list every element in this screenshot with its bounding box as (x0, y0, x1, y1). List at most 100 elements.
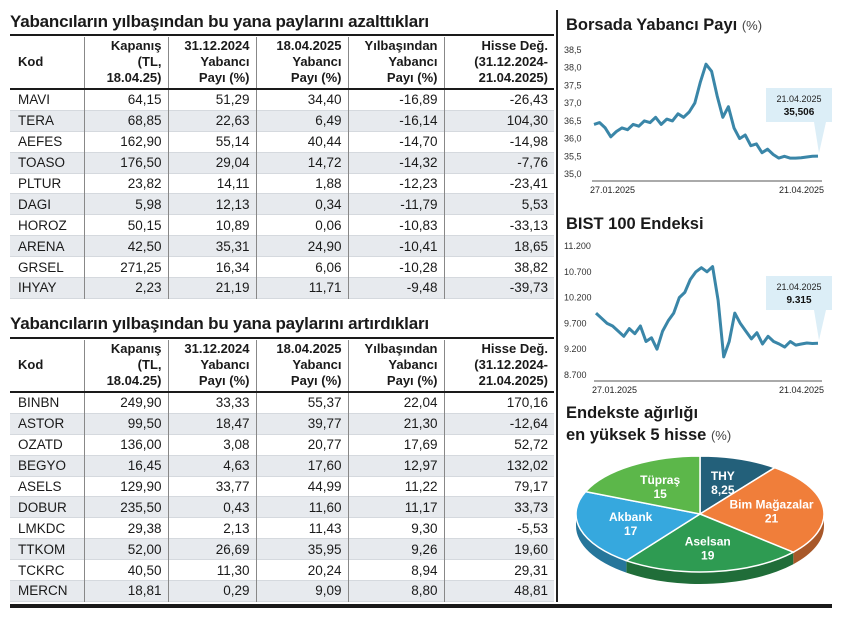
callout-date: 21.04.2025 (776, 94, 821, 104)
table-cell: 3,08 (168, 434, 257, 456)
table-cell: 51,29 (168, 89, 257, 111)
table-cell: 11,22 (348, 476, 445, 497)
x-tick-label: 21.04.2025 (779, 185, 824, 195)
pie-chart-title-line2: en yüksek 5 hisse (%) (566, 426, 731, 445)
callout-value: 9.315 (786, 295, 811, 306)
table-cell: OZATD (10, 434, 85, 456)
table-cell: 6,06 (256, 256, 349, 278)
table-cell: 18,81 (84, 580, 169, 602)
x-tick-label: 27.01.2025 (590, 185, 635, 195)
pie-slice (624, 513, 796, 573)
table-row: MAVI 64,15 51,29 34,40 -16,89 -26,43 (10, 89, 554, 111)
table-cell: -39,73 (444, 277, 554, 299)
increase-header-line: Hisse Değ. (481, 341, 548, 356)
decrease-header-line: Payı (%) (198, 70, 250, 85)
callout-pointer (814, 122, 826, 154)
table-cell: -33,13 (509, 217, 548, 233)
increase-header-line: Yılbaşından (364, 341, 438, 356)
table-cell: 29,31 (514, 562, 548, 578)
pie-slice-label: Tüpraş (640, 473, 680, 487)
table-cell: HOROZ (10, 214, 85, 236)
bottom-rule (10, 604, 832, 608)
table-cell: 249,90 (84, 392, 169, 414)
table-cell: AEFES (10, 131, 85, 153)
table-cell: TERA (10, 110, 85, 132)
table-cell: 42,50 (84, 235, 169, 257)
table-cell: -12,64 (444, 413, 554, 435)
pie-slice-value: 8,25 (711, 483, 735, 497)
foreign-share-line-chart: 38,5 38,0 37,5 37,0 36,5 36,0 35,5 35,0 27.01.20… (564, 45, 832, 195)
table-cell: 22,04 (348, 392, 445, 414)
table-cell: -16,89 (348, 89, 445, 111)
table-cell: 12,13 (168, 193, 257, 215)
table-row: TERA 68,85 22,63 6,49 -16,14 104,30 (10, 110, 554, 132)
y-tick-label: 35,0 (564, 169, 582, 179)
table-cell: 11,43 (256, 517, 349, 539)
decrease-table-top-rule (10, 34, 554, 36)
table-cell: 17,60 (256, 455, 349, 477)
table-cell: -7,76 (444, 152, 554, 174)
table-cell: 40,50 (84, 559, 169, 581)
increase-header-line: Payı (%) (198, 373, 250, 388)
increase-header-4: Yılbaşından Yabancı Payı (%) (348, 340, 445, 392)
table-cell: 0,29 (168, 580, 257, 602)
table-cell: -16,14 (348, 110, 445, 132)
decrease-header-line: 31.12.2024 (184, 38, 250, 53)
table-cell: 6,49 (256, 110, 349, 132)
increase-table-title: Yabancıların yılbaşından bu yana payları… (10, 314, 429, 333)
increase-header-line: Yabancı (292, 357, 342, 372)
x-tick-label: 27.01.2025 (592, 385, 637, 395)
increase-header-line: (TL, (137, 357, 162, 372)
column-divider (556, 10, 558, 602)
table-row: DOBUR 235,50 0,43 11,60 11,17 33,73 (10, 496, 554, 518)
table-cell: 16,45 (84, 455, 169, 477)
increase-header-line: Payı (%) (290, 373, 342, 388)
pie-slice (698, 466, 825, 554)
table-cell: 17,69 (348, 434, 445, 456)
increase-header-0: Kod (10, 340, 85, 392)
increase-header-line: 18.04.25) (106, 373, 162, 388)
pie-slice-label: THY (711, 469, 735, 483)
increase-header-line: 31.12.2024 (184, 341, 250, 356)
table-row: TCKRC 40,50 11,30 20,24 8,94 29,31 (10, 559, 554, 581)
table-row: LMKDC 29,38 2,13 11,43 9,30 -5,53 (10, 517, 554, 539)
table-cell: GRSEL (10, 256, 85, 278)
increase-table-body: BINBN 249,90 33,33 55,37 22,04 170,16 ASTOR 99,… (10, 392, 554, 602)
decrease-header-1: Kapanış (TL, 18.04.25) (84, 37, 169, 89)
table-cell: 23,82 (84, 173, 169, 194)
decrease-table-header: Kod Kapanış (TL, 18.04.25) 31.12.2024 Yabancı… (10, 37, 554, 89)
table-cell: 29,04 (168, 152, 257, 174)
increase-header-line: (31.12.2024- (474, 357, 548, 372)
pie-slice-label: Bim Mağazalar (730, 498, 814, 512)
table-cell: 10,89 (168, 214, 257, 236)
table-cell: ARENA (10, 235, 85, 257)
callout-pointer (814, 310, 826, 341)
table-row: TOASO 176,50 29,04 14,72 -14,32 -7,76 (10, 152, 554, 174)
table-cell: -11,79 (348, 193, 445, 215)
table-cell: -26,43 (509, 92, 548, 108)
table-cell: 0,43 (168, 496, 257, 518)
table-cell: 9,30 (348, 517, 445, 539)
pie-slice-value: 17 (624, 524, 638, 538)
increase-header-line: 18.04.2025 (276, 341, 342, 356)
table-cell: 68,85 (84, 110, 169, 132)
table-cell: 20,77 (256, 434, 349, 456)
increase-header-5: Hisse Değ. (31.12.2024- 21.04.2025) (444, 340, 554, 392)
decrease-header-line: Payı (%) (386, 70, 438, 85)
decrease-header-line: Yabancı (200, 54, 250, 69)
decrease-header-line: (TL, (137, 54, 162, 69)
table-cell: 18,47 (168, 413, 257, 435)
table-cell: 9,26 (348, 538, 445, 560)
table-cell: -14,98 (509, 134, 548, 150)
callout-box (766, 276, 832, 310)
decrease-header-0: Kod (10, 37, 85, 89)
decrease-header-line: Kod (18, 54, 44, 69)
table-cell: 129,90 (84, 476, 169, 497)
y-tick-label: 38,0 (564, 63, 582, 73)
pie-slice-label: Aselsan (685, 534, 731, 548)
y-tick-label: 10.200 (564, 293, 592, 303)
table-cell: 14,11 (168, 173, 257, 194)
table-cell: 33,73 (444, 496, 554, 518)
table-cell: 16,34 (168, 256, 257, 278)
increase-header-line: Kod (18, 357, 44, 372)
